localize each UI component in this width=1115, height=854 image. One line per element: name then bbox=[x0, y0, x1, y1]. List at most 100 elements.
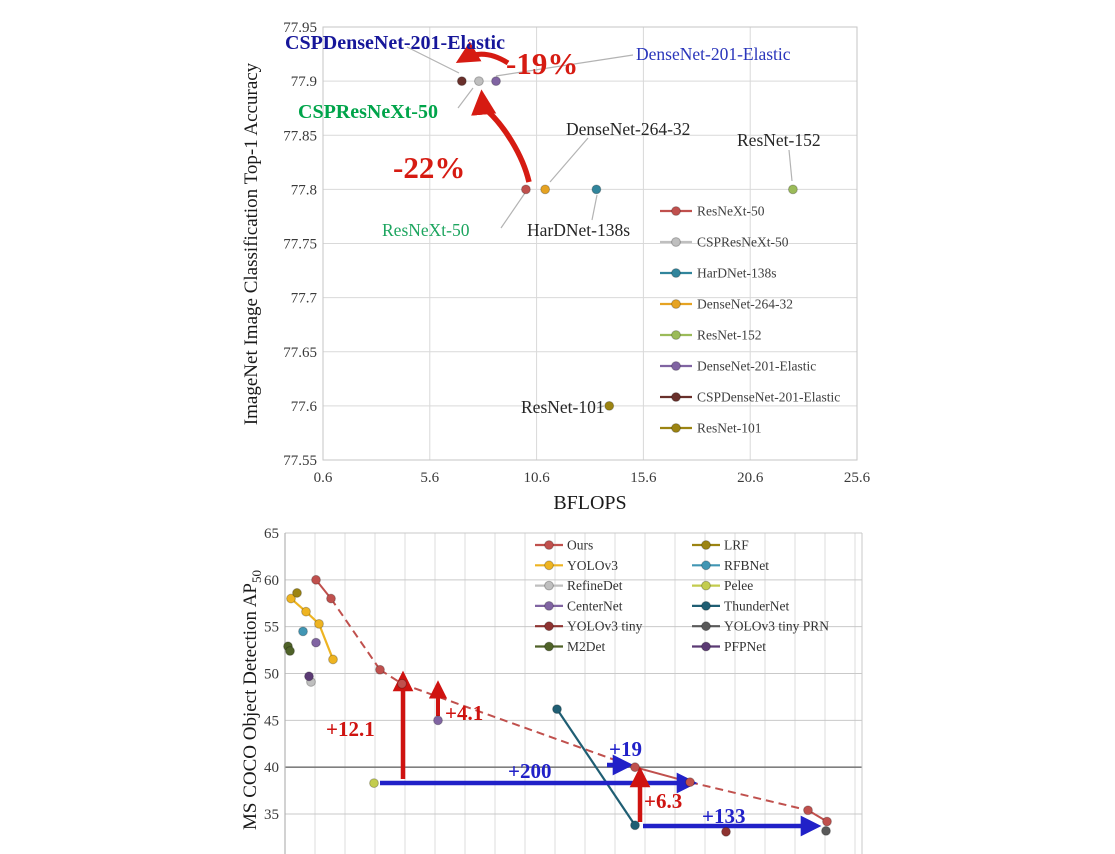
legend-label: Pelee bbox=[724, 578, 753, 593]
y-tick-label: 60 bbox=[264, 573, 279, 589]
point-ThunderNet bbox=[630, 820, 640, 831]
point-Ours bbox=[803, 805, 813, 816]
leader-line bbox=[591, 194, 598, 221]
legend-label: DenseNet-264-32 bbox=[697, 297, 793, 312]
x-tick-label: 10.6 bbox=[523, 470, 550, 486]
legend-item-YOLOv3 tiny: YOLOv3 tiny bbox=[535, 619, 643, 634]
legend-label: PFPNet bbox=[724, 639, 766, 654]
legend-label: YOLOv3 tiny bbox=[567, 619, 643, 634]
annotation-+6.3: +6.3 bbox=[644, 789, 682, 813]
y-tick-label: 77.55 bbox=[283, 453, 317, 469]
coco-ap50-chart: MS COCO Object Detection AP50 65 60 55 50 45… bbox=[240, 526, 863, 854]
legend-marker-dot bbox=[701, 641, 711, 652]
annotation--22%: -22% bbox=[393, 150, 465, 185]
y-tick-label: 77.95 bbox=[283, 20, 317, 36]
legend-item-CSPResNeXt-50: CSPResNeXt-50 bbox=[660, 235, 789, 250]
legend-marker-dot bbox=[544, 601, 554, 611]
legend-item-CSPDenseNet-201-Elastic: CSPDenseNet-201-Elastic bbox=[660, 390, 840, 405]
point-DenseNet-264-32 bbox=[540, 184, 551, 195]
y-tick-label: 55 bbox=[264, 620, 279, 636]
annotation-+133: +133 bbox=[702, 804, 745, 828]
point-Ours bbox=[311, 574, 321, 585]
legend-marker-dot bbox=[544, 540, 554, 550]
point-CenterNet bbox=[311, 637, 321, 648]
legend-marker-dot bbox=[544, 641, 554, 652]
point-ThunderNet bbox=[552, 704, 562, 714]
legend-label: ResNet-101 bbox=[697, 421, 762, 436]
point-CSPResNeXt-50 bbox=[474, 76, 484, 87]
point-Ours bbox=[685, 777, 695, 788]
bottom-plot-area: 65 60 55 50 45 40 35 Ours YOLOv3 RefineDet CenterN… bbox=[264, 526, 863, 854]
x-tick-label: 20.6 bbox=[737, 470, 764, 486]
point-RFBNet bbox=[298, 626, 308, 637]
point-DenseNet-201-Elastic bbox=[491, 76, 501, 87]
legend-marker-dot bbox=[701, 621, 711, 632]
legend-item-ResNeXt-50: ResNeXt-50 bbox=[660, 204, 765, 219]
top-y-axis-label: ImageNet Image Classification Top-1 Accu… bbox=[241, 62, 262, 425]
point-HarDNet-138s bbox=[591, 184, 602, 195]
annotation-DenseNet-264-32: DenseNet-264-32 bbox=[566, 119, 690, 139]
point-Ours bbox=[397, 678, 407, 689]
legend-label: ThunderNet bbox=[724, 598, 789, 613]
point-ResNet-101 bbox=[604, 400, 615, 411]
y-tick-label: 77.8 bbox=[291, 182, 317, 198]
legend-marker-dot bbox=[671, 361, 681, 371]
point-ResNeXt-50 bbox=[521, 184, 531, 195]
x-tick-label: 5.6 bbox=[420, 470, 439, 486]
annotation-arrow bbox=[455, 41, 510, 66]
point-YOLOv3 bbox=[314, 618, 324, 629]
y-tick-label: 77.75 bbox=[283, 237, 317, 253]
y-tick-label: 77.6 bbox=[291, 399, 318, 415]
annotation-+4.1: +4.1 bbox=[445, 701, 483, 725]
legend-marker-dot bbox=[701, 540, 711, 550]
annotation-+19: +19 bbox=[609, 737, 642, 761]
annotation-ResNet-101: ResNet-101 bbox=[521, 397, 605, 417]
point-YOLOv3 tiny bbox=[721, 826, 731, 837]
leader-line bbox=[549, 137, 589, 183]
legend-item-Pelee: Pelee bbox=[692, 578, 753, 593]
bottom-y-axis-label-main: MS COCO Object Detection AP bbox=[240, 583, 261, 830]
y-tick-label: 35 bbox=[264, 807, 279, 823]
point-ResNet-152 bbox=[788, 184, 798, 195]
x-tick-label: 15.6 bbox=[630, 470, 657, 486]
top-x-axis-label: BFLOPS bbox=[553, 492, 626, 514]
legend-marker-dot bbox=[671, 330, 681, 340]
legend-marker-dot bbox=[671, 268, 681, 278]
legend-label: ResNeXt-50 bbox=[697, 204, 765, 219]
legend-label: YOLOv3 tiny PRN bbox=[724, 619, 829, 634]
bottom-y-axis-label: MS COCO Object Detection AP50 bbox=[240, 570, 264, 830]
x-tick-label: 0.6 bbox=[314, 470, 333, 486]
legend-item-PFPNet: PFPNet bbox=[692, 639, 766, 654]
series-segment-Ours bbox=[634, 766, 691, 784]
point-M2Det bbox=[285, 646, 295, 656]
legend-label: CSPDenseNet-201-Elastic bbox=[697, 390, 840, 405]
legend-item-RFBNet: RFBNet bbox=[692, 558, 769, 573]
leader-line bbox=[495, 54, 634, 77]
point-CSPDenseNet-201-Elastic bbox=[456, 76, 467, 87]
annotation-+200: +200 bbox=[508, 759, 551, 783]
legend-label: Ours bbox=[567, 538, 593, 553]
point-Ours bbox=[375, 664, 385, 675]
annotation-CSPDenseNet-201-Elastic: CSPDenseNet-201-Elastic bbox=[285, 32, 505, 54]
point-Ours bbox=[630, 762, 640, 773]
legend-label: ResNet-152 bbox=[697, 328, 762, 343]
series-segment-Ours bbox=[330, 597, 381, 671]
legend-item-HarDNet-138s: HarDNet-138s bbox=[660, 266, 776, 281]
legend-item-DenseNet-201-Elastic: DenseNet-201-Elastic bbox=[660, 359, 816, 374]
legend-item-ThunderNet: ThunderNet bbox=[692, 598, 789, 613]
series-segment-Ours bbox=[689, 781, 809, 812]
annotation-CSPResNeXt-50: CSPResNeXt-50 bbox=[298, 101, 438, 123]
leader-line bbox=[788, 149, 793, 182]
annotation-arrow bbox=[471, 89, 532, 183]
point-YOLOv3 bbox=[328, 654, 338, 665]
y-tick-label: 45 bbox=[264, 713, 279, 729]
y-tick-label: 77.65 bbox=[283, 345, 317, 361]
legend-label: M2Det bbox=[567, 639, 605, 654]
x-tick-label: 25.6 bbox=[844, 470, 871, 486]
point-CenterNet bbox=[433, 715, 443, 726]
annotation-ResNet-152: ResNet-152 bbox=[737, 130, 821, 150]
imagenet-accuracy-chart: ImageNet Image Classification Top-1 Accu… bbox=[241, 20, 871, 514]
legend-marker-dot bbox=[701, 580, 711, 591]
legend-item-RefineDet: RefineDet bbox=[535, 578, 623, 593]
